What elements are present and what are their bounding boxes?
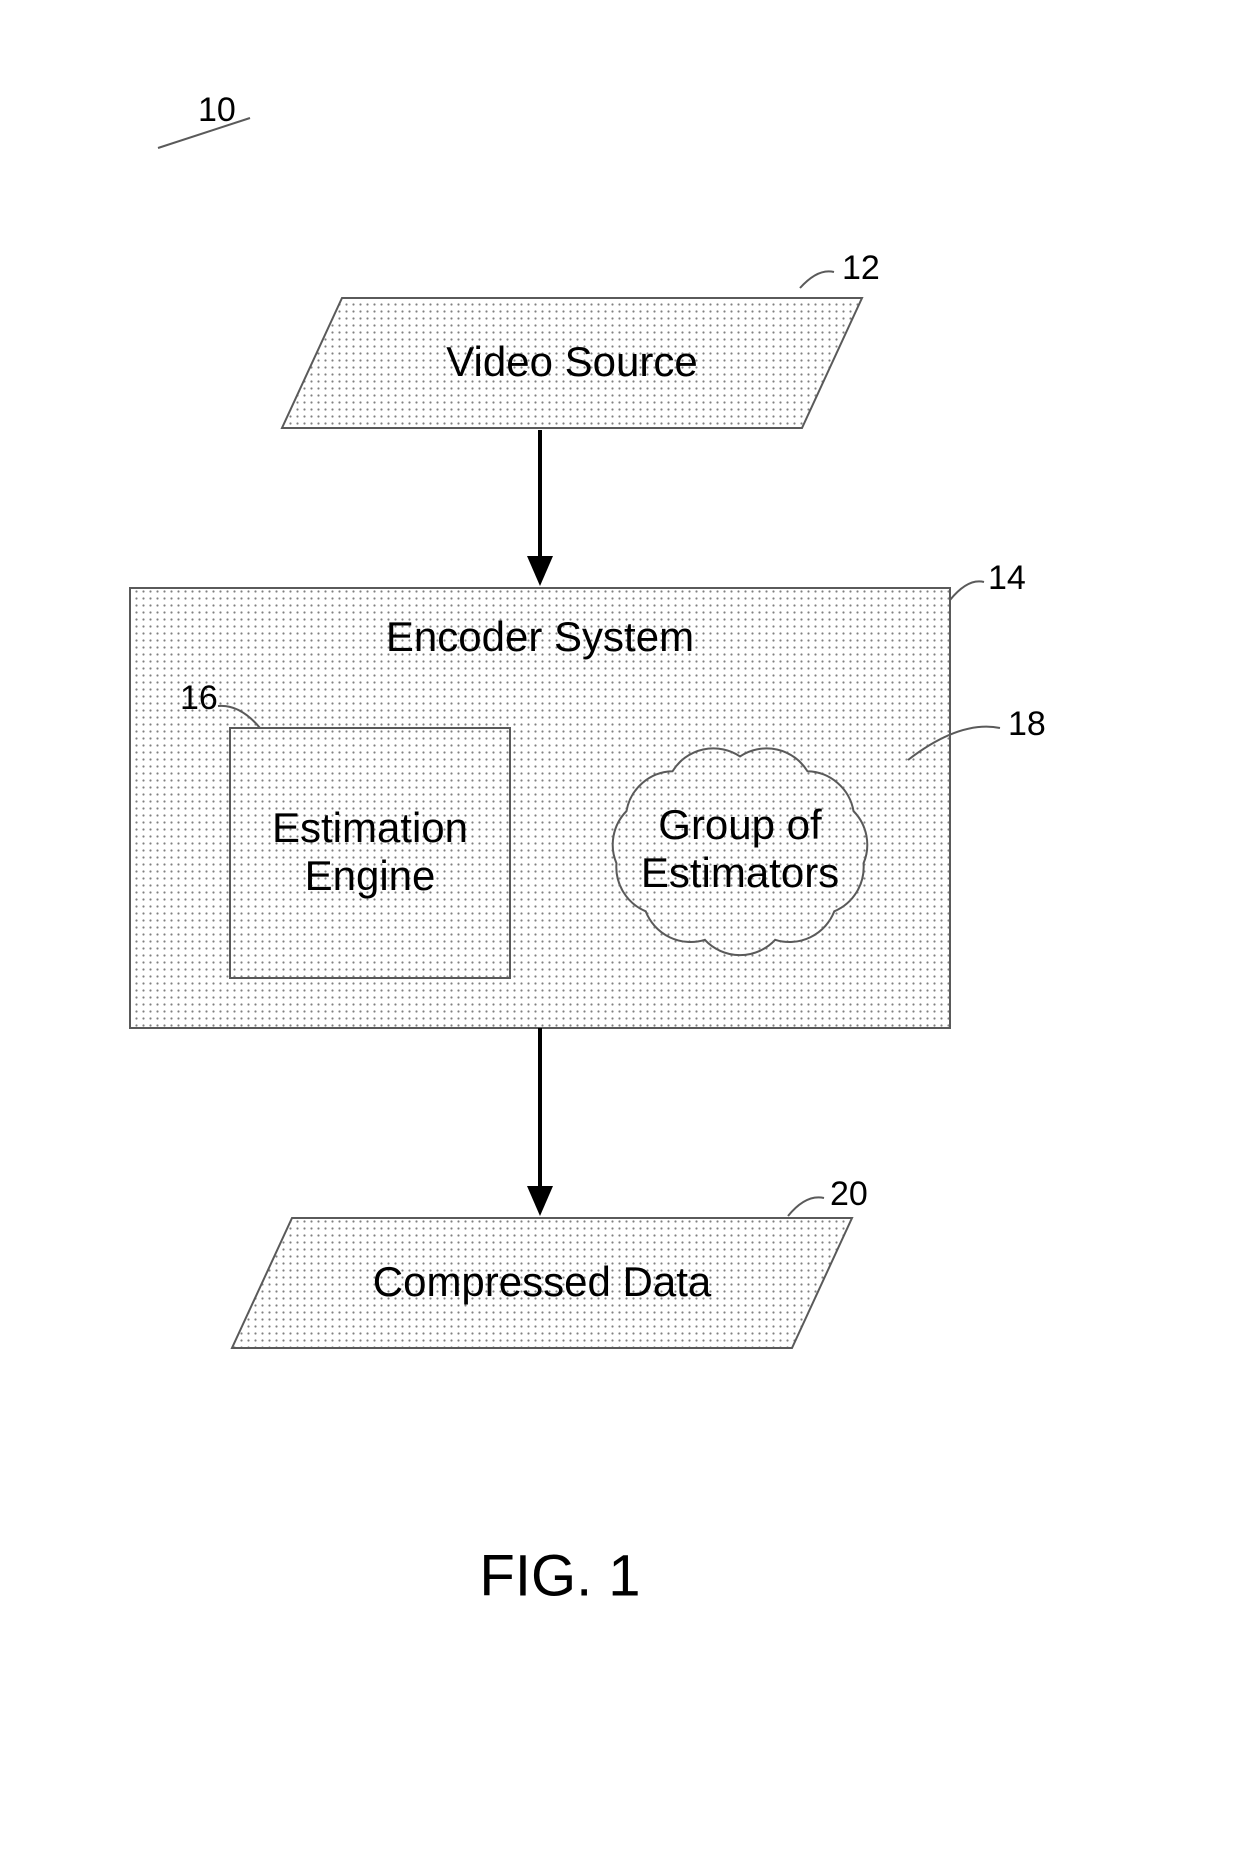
figure-caption: FIG. 1 <box>479 1543 640 1608</box>
ref-18: 18 <box>1008 705 1046 743</box>
ref-10: 10 <box>198 91 236 129</box>
estimation-engine-label-2: Engine <box>305 852 436 899</box>
compressed-data-label: Compressed Data <box>373 1258 712 1305</box>
video-source-label: Video Source <box>446 338 697 385</box>
ref-14: 14 <box>988 559 1026 597</box>
ref-16: 16 <box>180 679 218 717</box>
encoder-system-label: Encoder System <box>386 613 694 660</box>
ref-20: 20 <box>830 1175 868 1213</box>
ref-12: 12 <box>842 249 880 287</box>
estimators-label-1: Group of <box>658 801 822 848</box>
estimators-label-2: Estimators <box>641 849 839 896</box>
estimation-engine-label-1: Estimation <box>272 804 468 851</box>
